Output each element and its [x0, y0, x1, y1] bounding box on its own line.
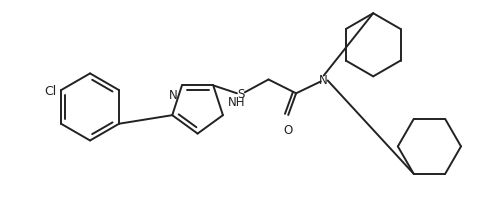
Text: N: N: [169, 89, 178, 102]
Text: N: N: [320, 74, 328, 87]
Text: Cl: Cl: [44, 84, 56, 97]
Text: S: S: [237, 87, 244, 100]
Text: O: O: [283, 123, 293, 136]
Text: NH: NH: [228, 96, 245, 109]
